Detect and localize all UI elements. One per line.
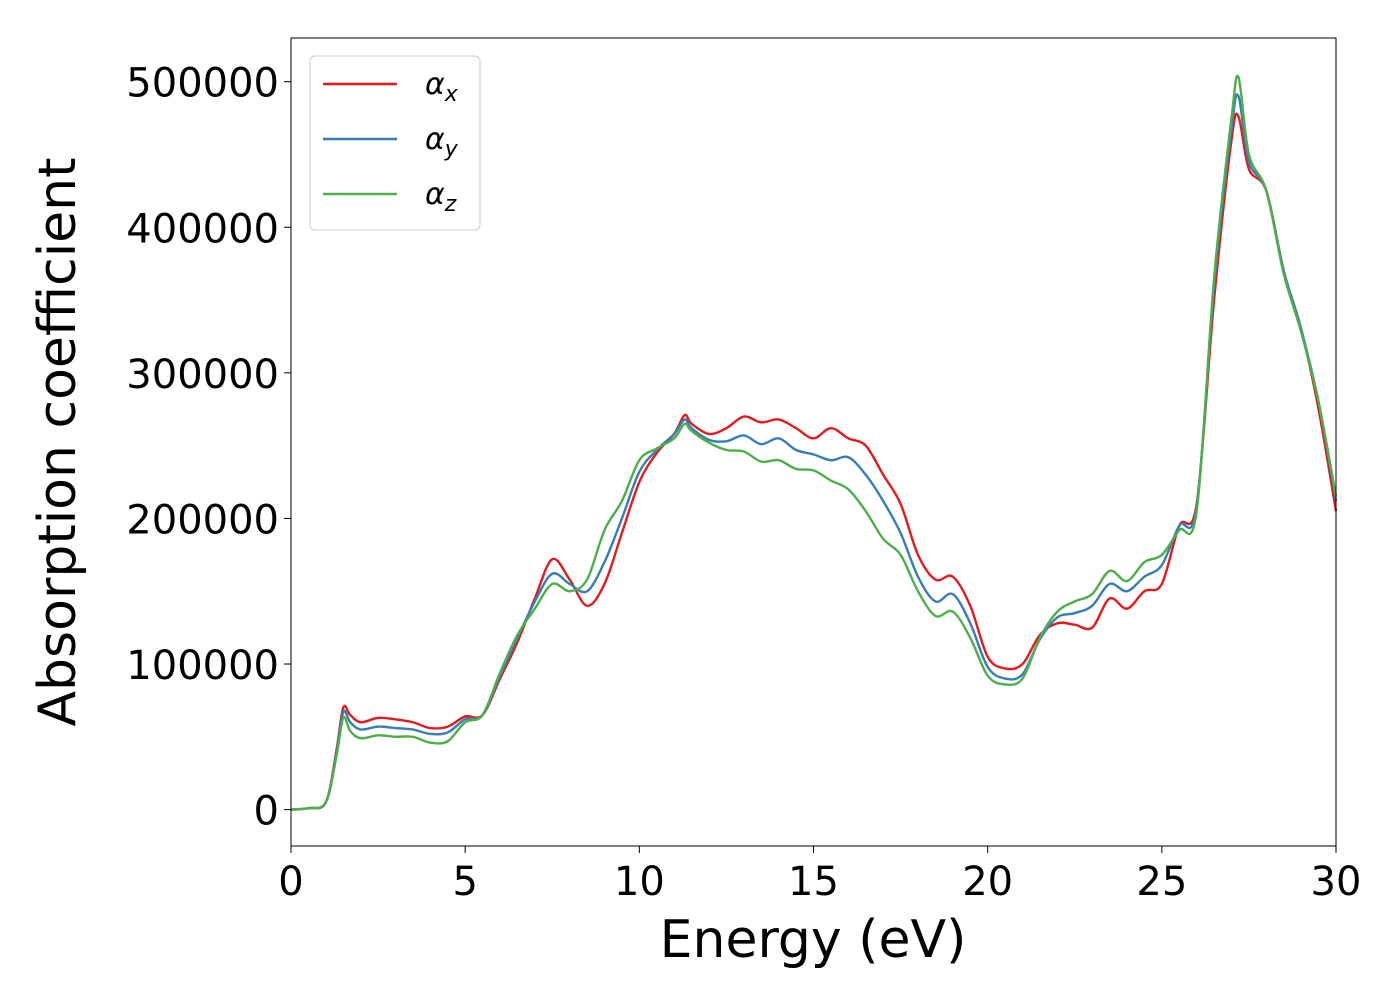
y-tick-label: 200000 xyxy=(126,497,279,543)
y-tick-label: 0 xyxy=(254,789,279,835)
x-axis-title: Energy (eV) xyxy=(660,910,967,970)
legend-label: αx xyxy=(425,67,459,107)
y-axis-title: Absorption coefficient xyxy=(28,157,88,726)
legend: αx αy αz xyxy=(309,55,481,231)
x-tick-label: 25 xyxy=(1136,859,1187,905)
y-tick-label: 400000 xyxy=(126,206,279,252)
legend-box xyxy=(309,55,481,231)
x-tick-label: 5 xyxy=(452,859,477,905)
x-tick-label: 30 xyxy=(1311,859,1362,905)
x-tick-label: 0 xyxy=(278,859,303,905)
y-tick-label: 300000 xyxy=(126,352,279,398)
legend-label: αy xyxy=(425,122,459,162)
series-lines xyxy=(290,74,1338,811)
x-tick-label: 15 xyxy=(788,859,839,905)
legend-label: αz xyxy=(425,177,457,217)
y-tick-label: 100000 xyxy=(126,643,279,689)
x-axis: 0 5 10 15 20 25 30 xyxy=(278,846,1361,905)
x-tick-label: 20 xyxy=(962,859,1013,905)
x-tick-label: 10 xyxy=(614,859,665,905)
series-line-3 xyxy=(290,74,1338,811)
y-axis: 0 100000 200000 300000 400000 500000 xyxy=(126,61,291,835)
y-tick-label: 500000 xyxy=(126,61,279,107)
